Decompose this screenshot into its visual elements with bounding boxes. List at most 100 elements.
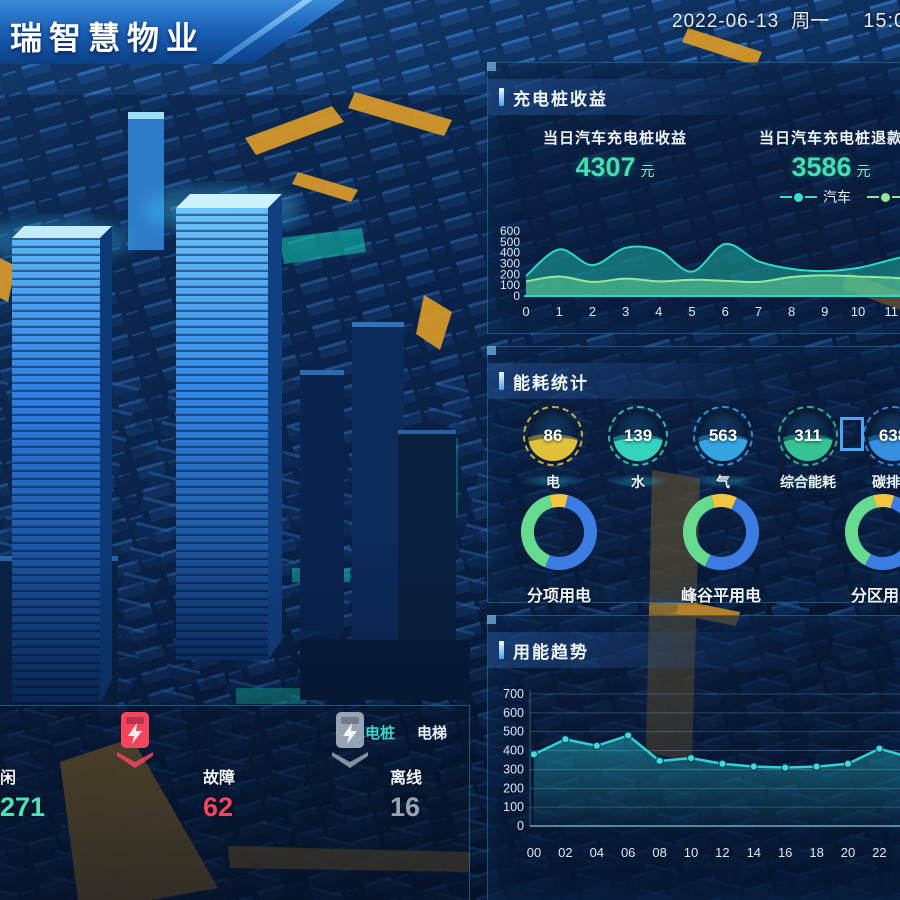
svg-text:500: 500 — [500, 235, 520, 249]
status-item: 闲 271 — [0, 764, 45, 823]
stat-refund-label: 当日汽车充电桩退款 — [758, 130, 900, 147]
gauge-liquid-wave — [698, 437, 748, 461]
panel-charging-title: 充电桩收益 — [513, 89, 608, 109]
legend-line-icon — [780, 196, 792, 198]
gauge-glow — [691, 474, 755, 488]
svg-text:9: 9 — [821, 304, 828, 319]
energy-gauges: 86 电 139 水 563 气 311 综合能耗 638 碳排放 — [488, 406, 900, 490]
legend-item[interactable]: 汽车 — [780, 187, 851, 207]
status-item: 离线 16 — [390, 764, 422, 823]
legend-line-icon — [867, 196, 879, 198]
svg-text:20: 20 — [841, 845, 855, 860]
energy-gauge: 563 气 — [691, 406, 755, 490]
gauge-liquid-circle: 638 — [868, 411, 900, 461]
svg-text:0: 0 — [517, 819, 524, 833]
charging-stats: 当日汽车充电桩收益 4307 元 当日汽车充电桩退款 3586 元 — [488, 127, 900, 187]
gauge-liquid-wave — [613, 437, 663, 461]
gauge-ring-icon — [523, 406, 583, 466]
svg-text:400: 400 — [500, 246, 520, 260]
svg-text:11: 11 — [884, 304, 898, 319]
panel-charging-header: 充电桩收益 — [488, 79, 900, 115]
stat-revenue: 当日汽车充电桩收益 4307 元 — [510, 127, 720, 183]
svg-text:700: 700 — [503, 687, 524, 701]
panel-charging-revenue: 充电桩收益 当日汽车充电桩收益 4307 元 当日汽车充电桩退款 3586 元 汽车… — [487, 62, 900, 334]
donut-chart: 峰谷平用电 — [679, 490, 763, 605]
donut-label: 分项用电 — [526, 588, 591, 605]
energy-gauge: 86 电 — [521, 406, 585, 490]
legend-item[interactable] — [867, 187, 900, 207]
svg-text:08: 08 — [652, 845, 666, 860]
svg-text:0: 0 — [513, 289, 520, 303]
panel-trend-header: 用能趋势 — [488, 632, 900, 668]
selection-brackets-icon — [840, 417, 864, 451]
svg-text:00: 00 — [527, 845, 541, 860]
gauge-label: 电 — [546, 474, 560, 490]
svg-text:5: 5 — [688, 304, 695, 319]
svg-text:02: 02 — [558, 845, 572, 860]
gauge-glow — [861, 474, 900, 488]
gauge-liquid-circle: 311 — [783, 411, 833, 461]
gauge-value: 311 — [794, 426, 822, 445]
gauge-glow — [776, 474, 840, 488]
gauge-value: 563 — [708, 426, 738, 445]
legend-dot-icon — [881, 192, 890, 202]
header-accent-bar — [499, 641, 504, 659]
energy-gauge: 311 综合能耗 — [776, 406, 840, 490]
weekday-text: 周一 — [791, 11, 830, 32]
svg-text:04: 04 — [590, 845, 604, 860]
gauge-liquid-circle: 563 — [698, 411, 748, 461]
time-text: 15:05 — [863, 10, 900, 32]
svg-text:10: 10 — [684, 845, 698, 860]
panel-device-status: 充电桩 电梯 闲 271 故障 62 离线 16 — [0, 705, 470, 900]
svg-text:2: 2 — [589, 304, 596, 319]
svg-text:4: 4 — [655, 304, 662, 319]
status-value: 271 — [0, 792, 46, 822]
legend-label: 汽车 — [823, 189, 851, 205]
donut-label: 分区用电 — [850, 588, 900, 605]
svg-text:300: 300 — [503, 762, 524, 776]
svg-text:500: 500 — [503, 725, 524, 739]
svg-text:1: 1 — [556, 304, 563, 319]
legend-line-icon — [892, 196, 900, 198]
gauge-ring-icon — [608, 406, 668, 466]
gauge-glow — [606, 474, 670, 488]
gauge-liquid-wave — [528, 437, 578, 461]
panel-energy-title: 能耗统计 — [513, 373, 589, 393]
status-value: 62 — [203, 792, 234, 822]
svg-text:100: 100 — [500, 278, 520, 292]
date-text: 2022-06-13 — [672, 11, 780, 32]
energy-gauge: 638 碳排放 — [861, 406, 900, 490]
gauge-liquid-circle: 139 — [613, 411, 663, 461]
svg-text:200: 200 — [500, 267, 520, 281]
gauge-value: 139 — [623, 426, 653, 445]
panel-energy-stats: 能耗统计 86电139水563气311综合能耗638碳排放 分项用电峰谷平用电分… — [487, 346, 900, 605]
gauge-ring-icon — [778, 406, 838, 466]
svg-text:16: 16 — [778, 845, 792, 860]
svg-text:200: 200 — [503, 781, 524, 795]
gauge-label: 碳排放 — [872, 474, 900, 490]
gauge-liquid-wave — [783, 437, 833, 461]
header-accent-bar — [499, 88, 504, 106]
header-accent-bar — [499, 372, 504, 390]
svg-text:600: 600 — [500, 224, 520, 238]
app-title: 瑞智慧物业 — [10, 20, 206, 56]
gauge-label: 气 — [716, 474, 730, 490]
status-value: 16 — [390, 792, 421, 822]
charging-legend: 汽车 — [780, 187, 900, 207]
panel-energy-header: 能耗统计 — [488, 363, 900, 399]
datetime: 2022-06-13 周一 15:05 — [672, 6, 900, 33]
gauge-label: 综合能耗 — [780, 474, 836, 490]
donut-chart: 分区用电 — [841, 490, 900, 605]
device-tab[interactable]: 电梯 — [417, 725, 448, 742]
svg-text:7: 7 — [755, 304, 762, 319]
gauge-liquid-wave — [868, 437, 900, 461]
svg-text:22: 22 — [872, 845, 886, 860]
energy-gauge: 139 水 — [606, 406, 670, 490]
svg-text:0: 0 — [522, 304, 529, 319]
energy-donuts: 分项用电 峰谷平用电 分区用电 — [488, 490, 900, 605]
trend-chart: 0 100 200 300 400 500 600 700 00 02 04 06 08 10 12 14 16… — [503, 687, 900, 860]
legend-line-icon — [805, 196, 817, 198]
svg-text:06: 06 — [621, 845, 635, 860]
charging-pile-icon — [330, 710, 370, 768]
